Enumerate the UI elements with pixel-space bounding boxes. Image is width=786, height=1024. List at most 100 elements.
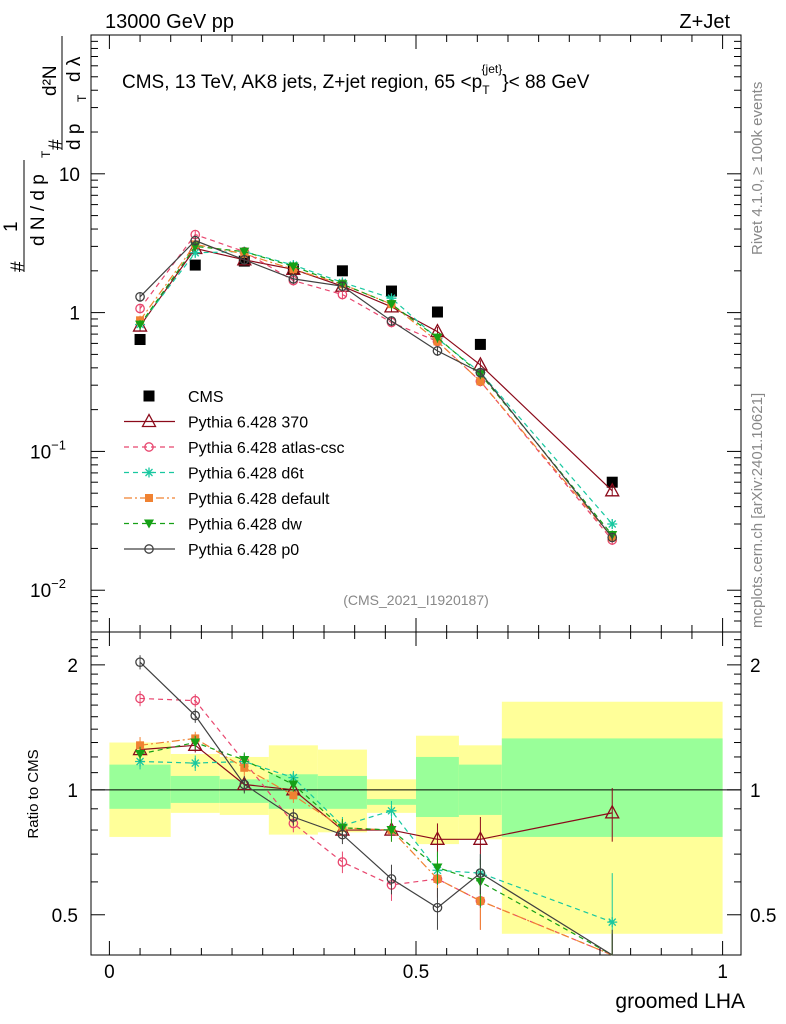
ylabel-hash: # xyxy=(8,261,29,272)
ratio-series-p0 xyxy=(135,655,613,956)
point-d6t xyxy=(386,293,397,304)
title-jet-sup: {jet} xyxy=(482,62,503,76)
ylabel-d2N: d²N xyxy=(40,65,61,96)
main-y-label: # 1 d N / d p T # d²N d p T d λ xyxy=(1,36,89,272)
point-default xyxy=(476,377,485,386)
legend-item-p0: Pythia 6.428 p0 xyxy=(124,542,299,559)
legend-label: Pythia 6.428 default xyxy=(188,491,330,508)
x-axis-label: groomed LHA xyxy=(615,990,745,1013)
title-tail: }< 88 GeV xyxy=(502,72,589,93)
point-p0 xyxy=(432,346,443,356)
ylabel-one: 1 xyxy=(1,221,22,232)
ratio-band-green xyxy=(416,756,459,818)
title-main-part: CMS, 13 TeV, AK8 jets, Z+jet region, 65 … xyxy=(122,72,472,93)
point-CMS xyxy=(134,334,146,346)
ratio-point-p370 xyxy=(429,830,446,845)
series-d6t xyxy=(135,246,618,530)
legend-item-d6t: Pythia 6.428 d6t xyxy=(124,466,304,483)
main-series-layer xyxy=(132,229,620,546)
legend-label: Pythia 6.428 370 xyxy=(188,415,308,432)
legend-item-atlas: Pythia 6.428 atlas-csc xyxy=(124,440,345,457)
ratio-point-default xyxy=(136,741,145,750)
ratio-point-p0 xyxy=(239,779,250,790)
point-CMS xyxy=(336,265,348,277)
ratio-point-p0 xyxy=(190,710,201,721)
legend-marker xyxy=(141,413,157,428)
point-CMS xyxy=(189,259,201,271)
ylabel-dlambda: d λ xyxy=(64,56,85,82)
x-tick-label: 0 xyxy=(104,962,115,983)
legend-item-p370: Pythia 6.428 370 xyxy=(124,413,308,432)
legend-marker xyxy=(145,494,153,502)
ratio-band-green xyxy=(317,775,367,809)
ratio-y-tick-label-right: 0.5 xyxy=(750,906,776,927)
ratio-point-p0 xyxy=(288,812,299,822)
main-y-tick-label: 10−2 xyxy=(30,576,66,602)
title-p: p xyxy=(472,72,483,93)
ratio-point-p0 xyxy=(475,868,486,878)
legend: CMS Pythia 6.428 370 Pythia 6.428 atlas-cs… xyxy=(124,389,345,559)
ratio-point-atlas xyxy=(337,857,348,867)
ratio-y-tick-label-right: 1 xyxy=(750,781,761,802)
title-T-sub: T xyxy=(482,83,490,97)
main-title: CMS, 13 TeV, AK8 jets, Z+jet region, 65 … xyxy=(122,62,590,97)
point-CMS xyxy=(385,285,397,297)
point-p0 xyxy=(135,291,145,302)
ratio-point-p370 xyxy=(472,830,488,845)
point-p0 xyxy=(475,367,486,378)
ratio-point-dw xyxy=(239,755,250,765)
point-CMS xyxy=(431,306,443,318)
series-p0 xyxy=(135,235,618,543)
main-axis-ticks xyxy=(91,34,741,633)
point-dw xyxy=(432,333,443,343)
ratio-band-green xyxy=(109,764,171,809)
mcplots-label: mcplots.cern.ch [arXiv:2401.10621] xyxy=(749,393,766,628)
x-tick-label: 0.5 xyxy=(403,962,429,983)
ratio-point-default xyxy=(289,791,298,800)
ratio-y-tick-label-left: 1 xyxy=(67,781,78,802)
ratio-point-dw xyxy=(288,780,299,790)
ylabel-dN: d N / d p xyxy=(28,174,49,246)
ratio-point-atlas xyxy=(135,693,145,704)
point-dw xyxy=(239,247,250,257)
main-y-tick-label: 10−1 xyxy=(30,437,66,463)
ratio-point-dw xyxy=(386,826,397,836)
legend-marker xyxy=(144,519,154,529)
analysis-watermark: (CMS_2021_I1920187) xyxy=(343,592,489,608)
rivet-label: Rivet 4.1.0, ≥ 100k events xyxy=(749,82,766,255)
ratio-point-dw xyxy=(135,749,146,759)
point-p370 xyxy=(604,482,620,497)
legend-item-default: Pythia 6.428 default xyxy=(124,491,330,508)
legend-label: Pythia 6.428 d6t xyxy=(188,466,304,483)
x-tick-label: 1 xyxy=(717,962,728,983)
point-dw xyxy=(135,320,146,330)
point-d6t xyxy=(607,518,618,529)
legend-marker xyxy=(144,467,154,478)
point-p0 xyxy=(607,532,618,543)
series-line-dw xyxy=(139,245,613,536)
legend-item-CMS: CMS xyxy=(143,389,224,406)
ylabel-hash2: # xyxy=(46,139,67,150)
point-dw xyxy=(288,262,299,272)
ratio-tick-labels: 0.5 0.5 1 1 2 2 0 0.5 1 xyxy=(52,656,777,983)
ratio-point-d6t xyxy=(190,758,201,769)
ratio-point-p0 xyxy=(337,829,348,840)
ratio-point-p0 xyxy=(135,657,145,668)
main-y-tick-label: 1 xyxy=(69,304,80,325)
series-line-d6t xyxy=(139,251,613,525)
point-atlas xyxy=(135,303,145,314)
point-p0 xyxy=(239,254,250,265)
ratio-y-label: Ratio to CMS xyxy=(25,749,42,838)
ratio-point-dw xyxy=(190,738,201,748)
ratio-point-p370 xyxy=(187,736,203,751)
ratio-y-tick-label-left: 2 xyxy=(67,656,78,677)
main-y-tick-label: 10 xyxy=(59,165,80,186)
ratio-point-d6t xyxy=(607,917,618,928)
legend-item-dw: Pythia 6.428 dw xyxy=(124,517,302,534)
ratio-point-atlas xyxy=(190,695,201,706)
point-CMS xyxy=(474,338,486,350)
ratio-uncertainty-bands xyxy=(109,701,723,934)
point-dw xyxy=(386,300,397,310)
point-d6t xyxy=(190,247,201,258)
